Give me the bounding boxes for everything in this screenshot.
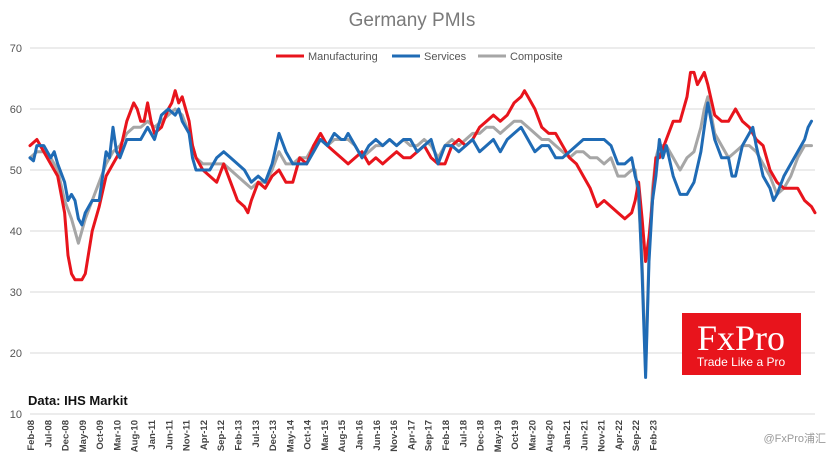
x-tick-label: May-09 — [78, 420, 89, 452]
x-tick-label: Dec-13 — [268, 420, 279, 451]
series-layer — [28, 70, 817, 379]
x-tick-label: Apr-17 — [406, 420, 417, 450]
x-tick-label: Nov-16 — [389, 420, 400, 452]
logo-background — [682, 313, 801, 375]
x-tick-label: May-14 — [285, 419, 296, 452]
watermark: @FxPro浦汇 — [763, 432, 826, 445]
x-tick-label: Feb-23 — [648, 420, 659, 451]
y-tick-label: 70 — [10, 43, 22, 55]
x-tick-label: Jul-18 — [458, 420, 469, 447]
y-tick-label: 60 — [10, 104, 22, 116]
x-tick-label: Sep-17 — [424, 420, 435, 451]
x-tick-label: Jun-21 — [579, 419, 590, 450]
y-tick-label: 50 — [10, 165, 22, 177]
x-tick-label: Nov-11 — [182, 419, 193, 451]
x-tick-label: Oct-19 — [510, 420, 521, 450]
legend-label-manufacturing: Manufacturing — [308, 51, 378, 63]
y-tick-label: 30 — [10, 287, 22, 299]
x-tick-label: Jan-11 — [147, 419, 158, 449]
x-tick-label: Sep-22 — [631, 420, 642, 451]
logo-wordmark: FxPro — [697, 318, 785, 358]
source-note: Data: IHS Markit — [28, 393, 128, 408]
x-tick-label: Jun-11 — [164, 419, 175, 450]
x-tick-label: Aug-10 — [130, 420, 141, 452]
x-tick-label: Dec-08 — [61, 420, 72, 451]
series-line-services — [28, 101, 813, 379]
legend-label-composite: Composite — [510, 51, 563, 63]
x-tick-label: Mar-15 — [320, 419, 331, 450]
x-tick-label: Sep-12 — [216, 420, 227, 451]
x-tick-label: Jan-16 — [355, 420, 366, 450]
x-tick-label: Oct-09 — [95, 420, 106, 450]
x-tick-label: Aug-15 — [337, 419, 348, 452]
x-tick-label: Apr-12 — [199, 420, 210, 450]
x-tick-label: Nov-21 — [597, 419, 608, 451]
x-tick-label: Feb-13 — [233, 420, 244, 451]
x-tick-label: Aug-20 — [545, 420, 556, 452]
x-tick-label: Apr-22 — [614, 420, 625, 450]
x-tick-label: May-19 — [493, 420, 504, 452]
x-tick-label: Feb-08 — [26, 420, 37, 451]
x-tick-label: Dec-18 — [476, 420, 487, 451]
x-tick-label: Jul-08 — [43, 420, 54, 447]
chart-legend: Manufacturing Services Composite — [276, 51, 563, 63]
y-axis-ticks: 10 20 30 40 50 60 70 — [10, 43, 22, 421]
x-tick-label: Jan-21 — [562, 419, 573, 450]
x-axis-ticks: Feb-08 Jul-08 Dec-08 May-09 Oct-09 Mar-10 Aug-… — [26, 419, 659, 452]
x-tick-label: Jul-13 — [251, 420, 262, 447]
y-tick-label: 40 — [10, 226, 22, 238]
x-tick-label: Oct-14 — [303, 419, 314, 449]
series-line-manufacturing — [28, 70, 817, 282]
x-tick-label: Jun-16 — [372, 420, 383, 451]
logo-tagline: Trade Like a Pro — [697, 355, 786, 369]
fxpro-logo: FxPro Trade Like a Pro — [682, 313, 801, 375]
chart-title: Germany PMIs — [349, 10, 476, 31]
y-tick-label: 20 — [10, 348, 22, 360]
x-tick-label: Feb-18 — [441, 420, 452, 451]
y-tick-label: 10 — [10, 409, 22, 421]
x-tick-label: Mar-20 — [527, 420, 538, 451]
x-tick-label: Mar-10 — [112, 420, 123, 451]
legend-label-services: Services — [424, 51, 467, 63]
